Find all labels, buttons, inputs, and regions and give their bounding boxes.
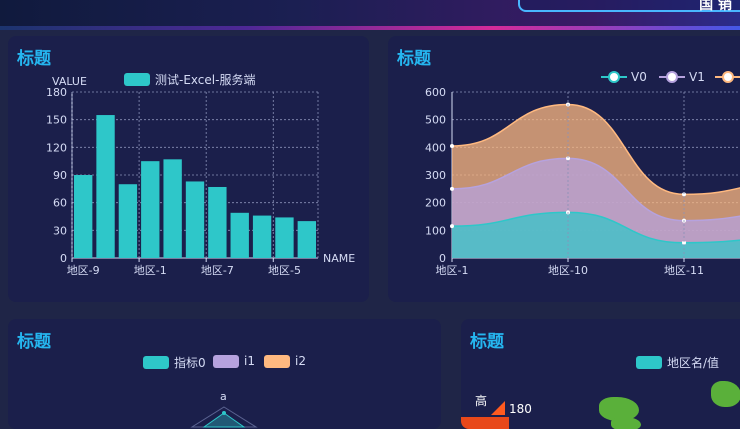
data-point [682, 240, 686, 245]
legend-item-v0[interactable]: V0 [601, 70, 647, 84]
series-line [451, 103, 740, 196]
y-tick-label: 60 [53, 197, 67, 210]
x-tick-label: 地区-7 [201, 264, 234, 277]
bar [230, 212, 249, 258]
map-panel: 标题 地区名/值 高 180 [461, 319, 740, 429]
y-tick-label: 120 [46, 141, 67, 154]
x-tick-label: 地区-10 [548, 264, 588, 277]
bar [297, 221, 316, 258]
legend-swatch [264, 354, 290, 368]
legend-item-v2[interactable]: V2 [715, 70, 740, 84]
panel-title: 标题 [397, 49, 431, 69]
y-tick-label: 30 [53, 224, 67, 237]
area-chart: 0 100 200 300 400 500 600 地区-1 地区-10 地区-11 [425, 86, 740, 277]
bar-chart-panel: 标题 测试-Excel-服务端 VALUE 0 30 60 90 120 150 180 地区-… [8, 36, 369, 302]
visualmap-high-label: 高 [475, 394, 488, 408]
data-point [566, 156, 570, 161]
legend-item-region[interactable]: 地区名/值 [636, 354, 719, 371]
bar [208, 186, 227, 258]
y-tick-label: 400 [425, 141, 446, 154]
map-region[interactable] [711, 381, 740, 407]
x-axis-label: NAME [323, 252, 355, 265]
radar-chart [190, 406, 258, 428]
banner-text: 国 销 [699, 0, 732, 13]
data-point [450, 224, 454, 229]
legend-label: V0 [631, 70, 647, 84]
legend-swatch [636, 356, 662, 369]
legend-line-icon [659, 71, 685, 83]
data-point [682, 192, 686, 197]
series-line [451, 211, 740, 244]
legend-line-icon [601, 71, 627, 83]
legend-label: i1 [244, 354, 255, 368]
area-fill [452, 212, 740, 258]
legend-label: 指标0 [174, 356, 206, 370]
legend-swatch [213, 354, 239, 368]
legend-line-icon [715, 71, 740, 83]
radar-chart-panel: 标题 指标0 i1 i2 a [8, 319, 441, 429]
radar-area [202, 412, 246, 428]
y-tick-label: 200 [425, 197, 446, 210]
bar [118, 184, 138, 258]
legend-item-i2[interactable]: i2 [264, 354, 306, 368]
y-tick-label: 0 [60, 252, 67, 265]
x-tick-label: 地区-11 [664, 264, 704, 277]
y-tick-label: 0 [439, 252, 446, 265]
legend-label: 地区名/值 [667, 356, 720, 370]
legend-label: 测试-Excel-服务端 [155, 73, 256, 87]
y-tick-label: 150 [46, 114, 67, 127]
y-tick-label: 500 [425, 114, 446, 127]
y-tick-label: 180 [46, 86, 67, 99]
y-tick-label: 600 [425, 86, 446, 99]
series-line [451, 157, 740, 222]
x-tick-label: 地区-1 [436, 264, 469, 277]
radar-axis-label: a [220, 390, 227, 403]
legend-item-v1[interactable]: V1 [659, 70, 705, 84]
bar [74, 175, 93, 258]
legend-item[interactable]: 测试-Excel-服务端 [124, 71, 255, 88]
bar [96, 115, 115, 258]
x-tick-label: 地区-5 [268, 264, 301, 277]
bar [163, 159, 182, 258]
bar-chart: VALUE 0 30 60 90 120 150 180 地区-9 地区-1 地区-7 地区-5 NAM… [46, 75, 355, 277]
banner-glow [0, 26, 740, 30]
legend-swatch [124, 73, 150, 86]
bar [275, 217, 294, 258]
data-point [450, 143, 454, 148]
legend-item-i1[interactable]: i1 [213, 354, 255, 368]
bar [141, 161, 160, 258]
panel-title: 标题 [17, 332, 51, 352]
y-axis-label: VALUE [52, 75, 87, 88]
y-tick-label: 100 [425, 224, 446, 237]
x-tick-label: 地区-9 [67, 264, 100, 277]
top-banner: 国 销 [0, 0, 740, 30]
x-tick-label: 地区-1 [134, 264, 167, 277]
visualmap-value: 180 [509, 402, 532, 416]
legend-swatch [143, 356, 169, 369]
radar-point [222, 411, 226, 415]
panel-title: 标题 [17, 49, 51, 69]
bar [252, 215, 272, 258]
data-point [450, 186, 454, 191]
legend-label: V1 [689, 70, 705, 84]
visualmap-handle-icon[interactable] [491, 401, 505, 415]
legend-item-indicator0[interactable]: 指标0 [143, 354, 206, 371]
legend-label: i2 [295, 354, 306, 368]
panel-title: 标题 [470, 332, 504, 352]
y-tick-label: 90 [53, 169, 67, 182]
area-chart-panel: 标题 V0 V1 V2 0 100 200 300 400 500 600 地区-1 地区-10… [388, 36, 740, 302]
visualmap-bar[interactable] [461, 417, 509, 429]
map-region[interactable] [611, 417, 641, 429]
banner-tab: 国 销 [518, 0, 740, 13]
y-tick-label: 300 [425, 169, 446, 182]
bar [185, 181, 205, 258]
